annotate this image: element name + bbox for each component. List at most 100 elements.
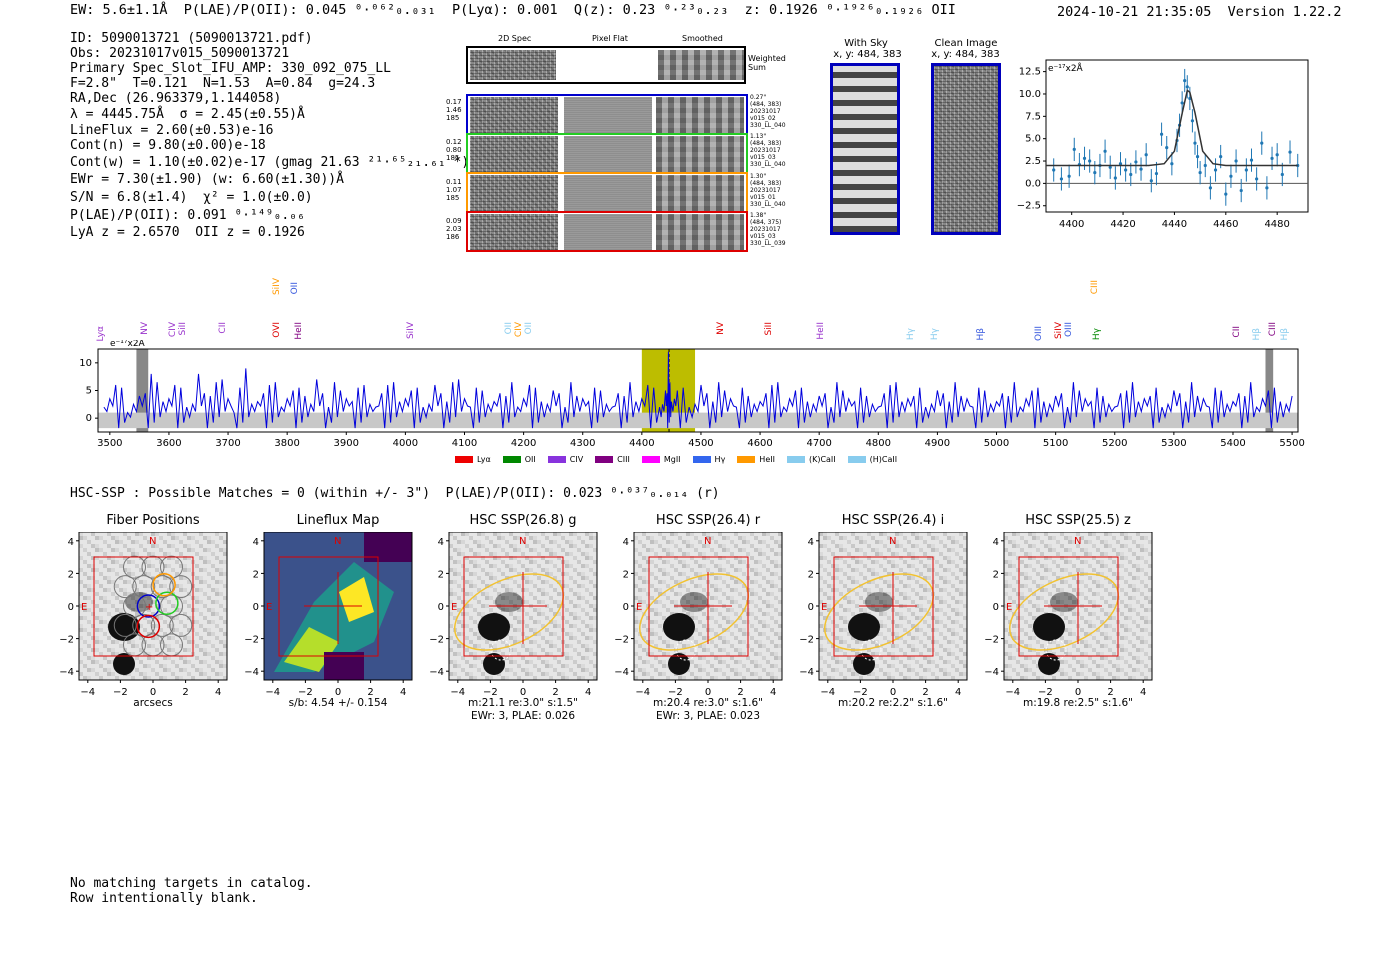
hsc-pixel [1132,620,1136,624]
hsc-pixel [207,548,211,552]
hsc-pixel [1004,616,1008,620]
hsc-pixel [147,564,151,568]
hsc-pixel [1040,644,1044,648]
hsc-ytick-label: −4 [429,667,444,678]
hsc-pixel [127,572,131,576]
fiber-1-amp: 330_LL_040 [750,122,786,129]
hsc-pixel [674,600,678,604]
hsc-pixel [895,612,899,616]
hsc-pixel [223,584,227,588]
hsc-pixel [883,612,887,616]
fiber-1-val-b: 1.46 [446,106,462,114]
hsc-pixel [589,616,593,620]
hsc-pixel [127,580,131,584]
hsc-pixel [501,548,505,552]
hsc-pixel [513,592,517,596]
hsc-pixel [549,552,553,556]
hsc-pixel [119,540,123,544]
hsc-pixel [537,668,541,672]
hsc-pixel [682,564,686,568]
hsc-pixel [831,676,835,680]
hsc-pixel [501,608,505,612]
hsc-pixel [1084,640,1088,644]
legend-swatch [547,456,566,463]
hsc-pixel [481,556,485,560]
hsc-pixel [710,664,714,668]
hsc-pixel [557,592,561,596]
hsc-pixel [911,600,915,604]
hsc-pixel [155,532,159,536]
hsc-pixel [698,656,702,660]
hsc-pixel [819,656,823,660]
hsc-pixel [1064,592,1068,596]
hsc-pixel [83,664,87,668]
hsc-pixel [895,564,899,568]
hsc-xtick-label: 2 [1107,687,1113,698]
hsc-pixel [726,620,730,624]
hsc-pixel [187,536,191,540]
hsc-pixel [891,560,895,564]
fiber-2-val-a: 0.12 [446,138,462,146]
hsc-pixel [135,656,139,660]
hsc-xtick-label: −2 [483,687,498,698]
hsc-pixel [99,584,103,588]
hsc-pixel [585,648,589,652]
hsc-pixel [863,552,867,556]
hsc-pixel [915,556,919,560]
hsc-pixel [127,604,131,608]
hsc-pixel [891,564,895,568]
fiber-circle [160,594,183,618]
hsc-pixel [871,592,875,596]
hsc-pixel [473,620,477,624]
spectral-line-label: Hγ [906,328,916,341]
hsc-pixel [879,600,883,604]
spectral-line-label: NV [140,322,150,335]
hsc-pixel [738,648,742,652]
fiber-2-val-b: 0.80 [446,146,462,154]
hsc-pixel [1108,604,1112,608]
hsc-panel-title: HSC SSP(26.8) g [469,513,577,528]
hsc-pixel [899,636,903,640]
hsc-pixel [903,536,907,540]
hsc-pixel [1120,636,1124,640]
hsc-pixel [726,548,730,552]
hsc-pixel [770,584,774,588]
hsc-pixel [650,628,654,632]
legend-swatch [595,456,614,463]
hsc-ytick-label: −4 [59,667,74,678]
fiber-3-dist: 1.30" [750,173,767,180]
hsc-pixel [1108,532,1112,536]
hsc-pixel [871,568,875,572]
hsc-pixel [1048,556,1052,560]
hsc-pixel [634,628,638,632]
hsc-pixel [207,652,211,656]
hsc-pixel [875,676,879,680]
hsc-pixel [541,648,545,652]
hsc-pixel [557,532,561,536]
hsc-pixel [521,540,525,544]
hsc-pixel [1104,624,1108,628]
hsc-pixel [883,592,887,596]
hsc-pixel [891,676,895,680]
hsc-pixel [831,632,835,636]
hsc-pixel [195,632,199,636]
hsc-pixel [766,556,770,560]
hsc-pixel [903,676,907,680]
spectrum-line-labels: Lyα NV CIV SiII CII SiIV OII OVI HeII SiIV OII CIV O… [90,276,1310,348]
hsc-pixel [465,532,469,536]
hsc-pixel [666,608,670,612]
hsc-pixel [111,560,115,564]
hsc-pixel [823,648,827,652]
hsc-pixel [1124,532,1128,536]
hsc-pixel [183,556,187,560]
hsc-pixel [702,656,706,660]
hsc-pixel [151,544,155,548]
hsc-pixel [461,624,465,628]
hsc-pixel [167,532,171,536]
hsc-pixel [662,560,666,564]
hsc-pixel [453,548,457,552]
hsc-pixel [1084,608,1088,612]
hsc-pixel [1032,532,1036,536]
hsc-pixel [662,664,666,668]
legend-swatch [692,456,711,463]
